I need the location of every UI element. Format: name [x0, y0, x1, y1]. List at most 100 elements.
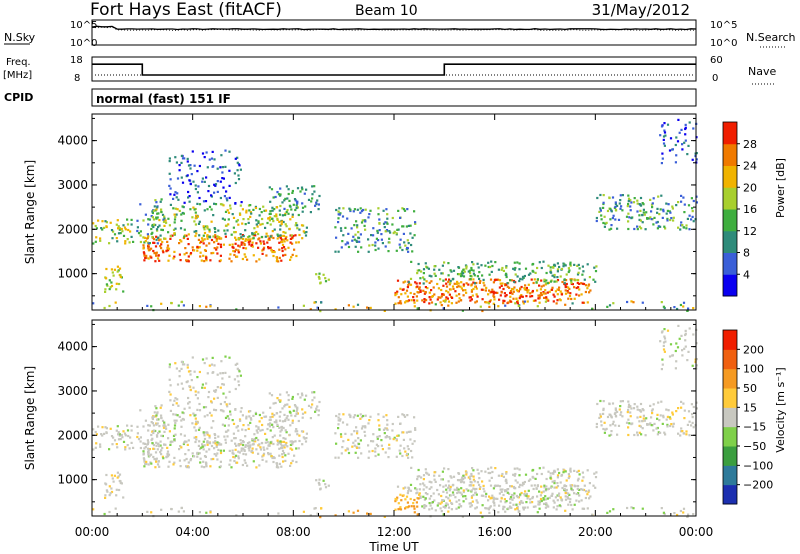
- power-cell: [235, 238, 238, 241]
- velocity-cell: [567, 473, 570, 476]
- velocity-cell: [182, 442, 185, 446]
- power-cell: [186, 237, 189, 240]
- power-cell: [109, 286, 112, 289]
- colorbar-segment: [723, 143, 737, 166]
- power-cell: [424, 286, 427, 289]
- velocity-cell: [532, 476, 535, 479]
- velocity-cell: [663, 335, 666, 338]
- velocity-cell: [690, 424, 693, 427]
- velocity-cell: [267, 452, 270, 455]
- velocity-cell: [159, 444, 162, 447]
- power-cell: [295, 206, 298, 210]
- power-cell: [474, 301, 477, 304]
- power-cell: [470, 268, 473, 271]
- power-cell: [108, 279, 111, 282]
- velocity-cell: [268, 443, 271, 446]
- velocity-cell: [692, 405, 695, 409]
- velocity-cell: [692, 333, 695, 336]
- velocity-cell: [99, 445, 102, 448]
- power-cell: [350, 227, 353, 230]
- velocity-cell: [169, 409, 172, 412]
- power-cell: [568, 294, 572, 298]
- velocity-cell: [504, 510, 507, 513]
- colorbar-segment: [723, 209, 737, 232]
- power-cell: [682, 196, 685, 199]
- velocity-cell: [434, 480, 437, 483]
- power-cell: [566, 289, 569, 293]
- power-cell: [251, 232, 254, 235]
- power-cell: [356, 224, 359, 227]
- power-cell: [462, 283, 465, 286]
- power-cell: [201, 237, 204, 240]
- velocity-cell: [358, 446, 361, 449]
- velocity-cell: [355, 446, 359, 449]
- power-cell: [340, 229, 343, 232]
- velocity-cell: [458, 503, 461, 506]
- velocity-cell: [410, 505, 413, 508]
- power-cell: [174, 215, 177, 219]
- power-cell: [230, 233, 233, 236]
- velocity-cell: [139, 440, 142, 443]
- velocity-cell: [176, 414, 179, 417]
- power-cell: [244, 229, 247, 232]
- power-cell: [269, 223, 272, 226]
- power-cell: [232, 249, 235, 253]
- power-cell: [186, 157, 189, 160]
- power-cell: [278, 241, 281, 244]
- power-cell: [103, 226, 106, 229]
- power-cell: [282, 246, 286, 249]
- power-cell: [184, 247, 187, 250]
- power-cell: [377, 239, 380, 242]
- velocity-cell: [295, 410, 298, 413]
- power-cell: [163, 217, 166, 220]
- velocity-cell: [586, 469, 589, 472]
- velocity-cell: [293, 454, 296, 457]
- velocity-cell: [553, 479, 556, 483]
- velocity-cell: [663, 512, 666, 516]
- power-cell: [279, 187, 282, 190]
- velocity-cell: [406, 492, 409, 495]
- y-tick-label: 3000: [57, 178, 88, 192]
- velocity-cell: [377, 413, 380, 416]
- velocity-cell: [524, 473, 528, 476]
- power-cell: [549, 271, 552, 274]
- power-cell: [559, 275, 562, 278]
- power-cell: [257, 246, 260, 249]
- velocity-cell: [409, 497, 412, 501]
- velocity-cell: [245, 417, 248, 420]
- velocity-cell: [499, 488, 502, 491]
- power-cell: [229, 207, 232, 210]
- velocity-cell: [556, 468, 559, 471]
- velocity-cell: [402, 414, 406, 417]
- power-cell: [194, 207, 197, 211]
- power-cell: [233, 231, 236, 234]
- power-cell: [262, 248, 265, 251]
- power-cell: [569, 264, 572, 267]
- power-cell: [440, 288, 443, 292]
- power-cell: [259, 240, 262, 243]
- velocity-cell: [97, 425, 100, 428]
- velocity-cell: [392, 438, 395, 441]
- velocity-cell: [301, 412, 305, 415]
- velocity-cell: [232, 432, 235, 435]
- velocity-cell: [679, 509, 682, 513]
- velocity-cell: [452, 475, 456, 478]
- power-cell: [569, 263, 572, 266]
- velocity-cell: [414, 427, 417, 430]
- velocity-cell: [368, 450, 371, 453]
- velocity-cell: [598, 416, 601, 419]
- velocity-cell: [567, 503, 570, 506]
- power-cell: [510, 287, 514, 291]
- power-cell: [451, 296, 454, 299]
- velocity-cell: [416, 475, 419, 478]
- velocity-cell: [536, 511, 539, 514]
- power-cell: [564, 284, 567, 287]
- power-cell: [246, 236, 250, 239]
- colorbar-tick-label: −100: [743, 459, 773, 472]
- power-cell: [213, 191, 216, 194]
- power-cell: [157, 212, 160, 215]
- colorbar-segment: [723, 274, 737, 297]
- power-cell: [422, 276, 425, 279]
- power-cell: [454, 290, 457, 293]
